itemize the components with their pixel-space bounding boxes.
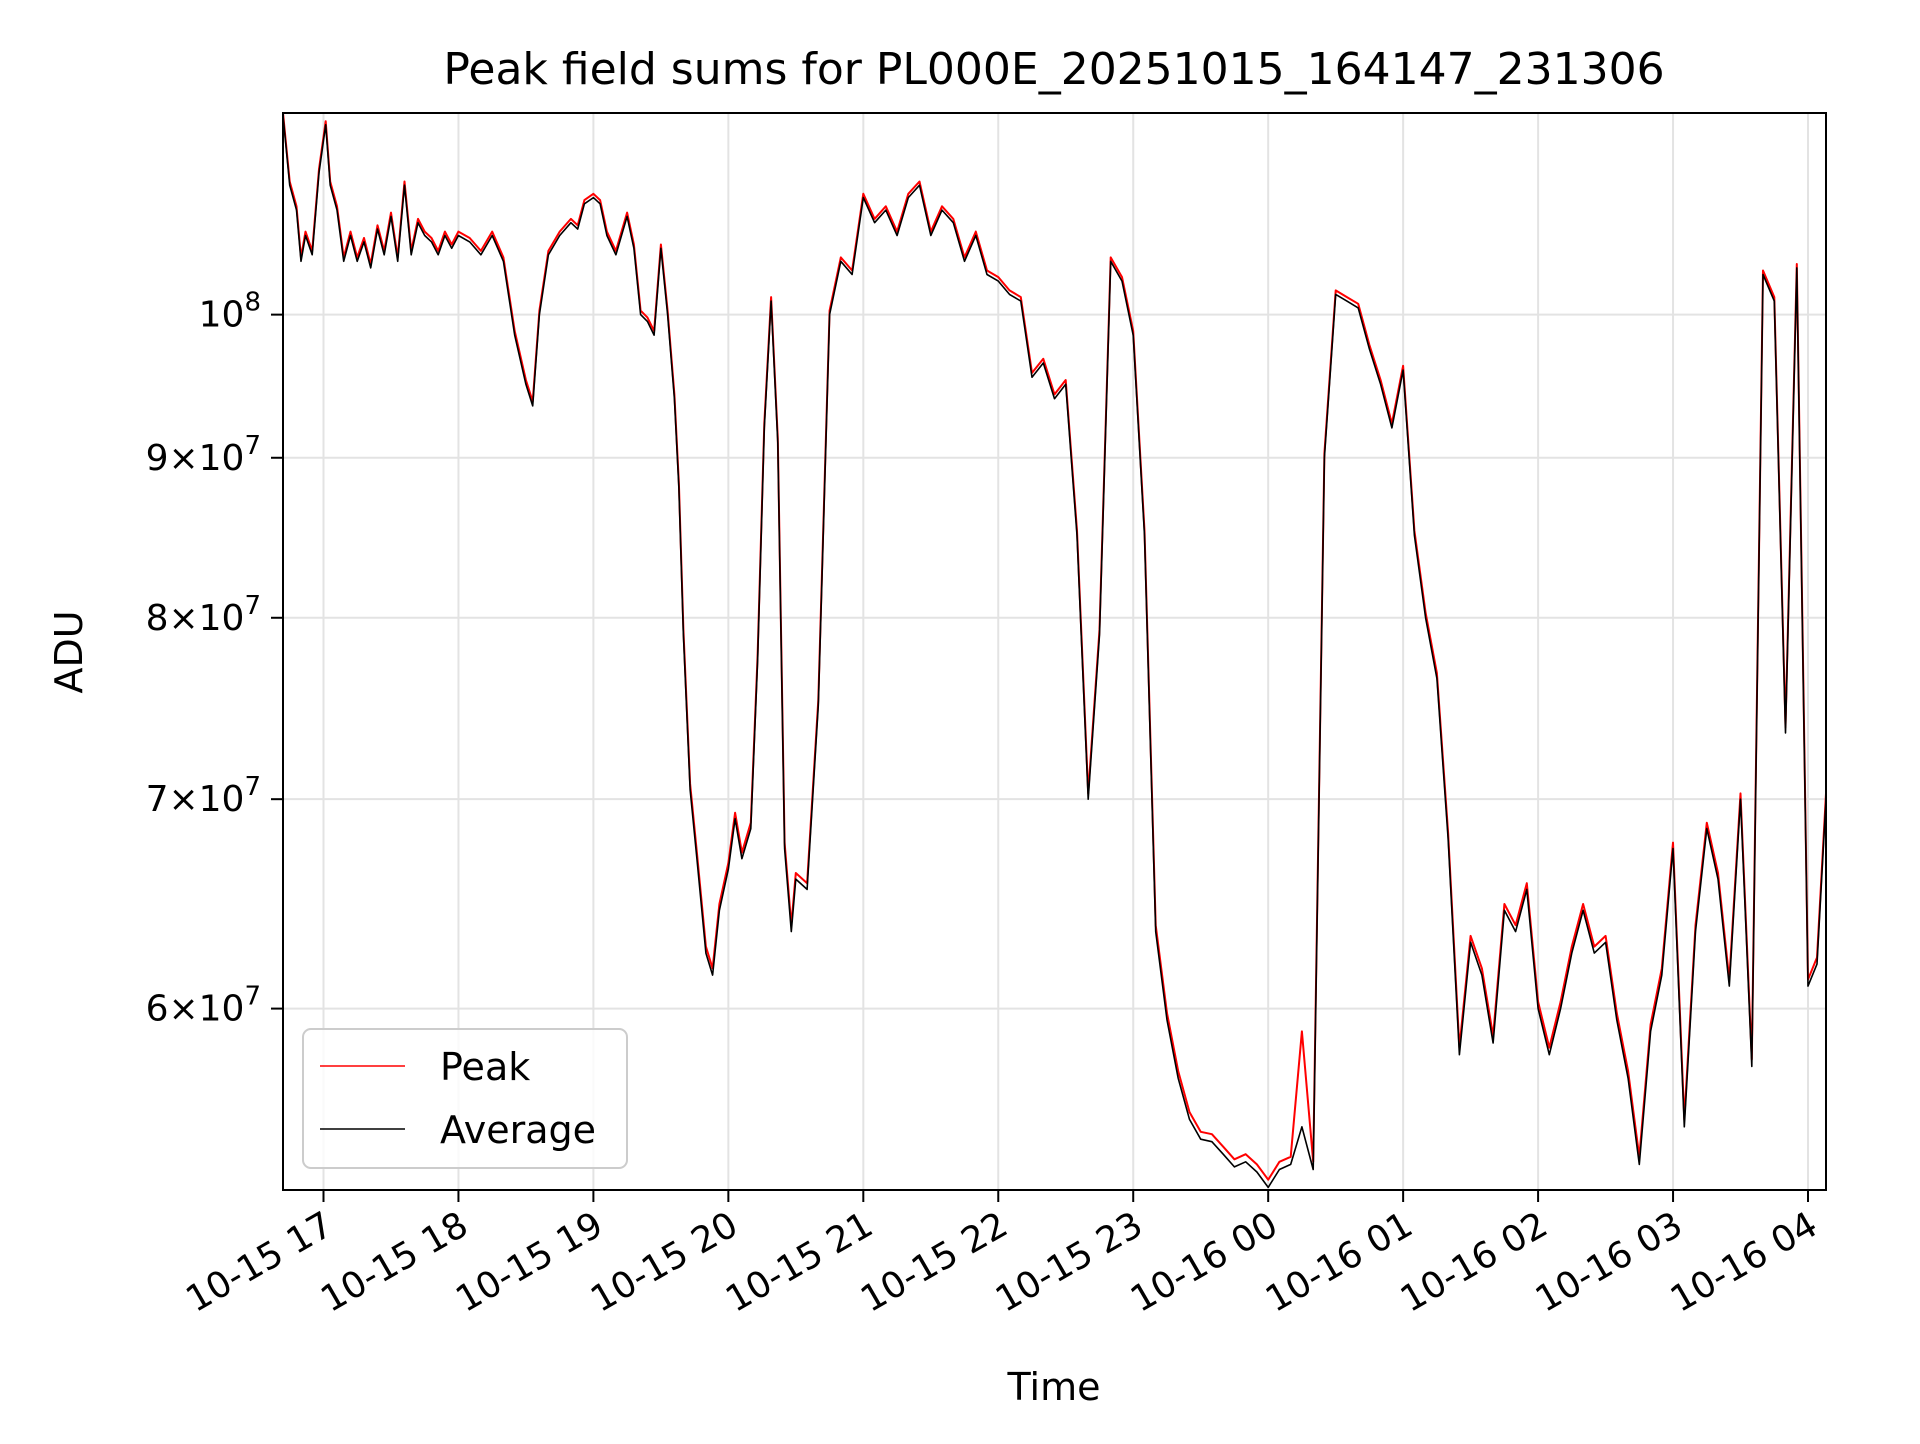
y-tick-label: 7×107 [146, 772, 261, 820]
y-tick-label: 6×107 [146, 982, 261, 1030]
legend-box [302, 1028, 628, 1169]
legend-label-average: Average [440, 1108, 596, 1152]
y-tick-label: 108 [199, 288, 261, 336]
grid-lines [283, 113, 1826, 1190]
plot-area [282, 112, 1827, 1189]
series-line-peak [282, 112, 1827, 1181]
chart-title: Peak field sums for PL000E_20251015_1641… [443, 44, 1664, 95]
x-axis-label: Time [1007, 1365, 1101, 1409]
y-tick-label: 8×107 [146, 591, 261, 639]
y-axis-label: ADU [47, 610, 91, 693]
series-line-average [282, 115, 1827, 1189]
y-tick-label: 9×107 [146, 431, 261, 479]
legend-label-peak: Peak [440, 1045, 530, 1089]
axes-frame [282, 112, 1827, 1191]
legend: Peak Average [302, 1028, 628, 1169]
